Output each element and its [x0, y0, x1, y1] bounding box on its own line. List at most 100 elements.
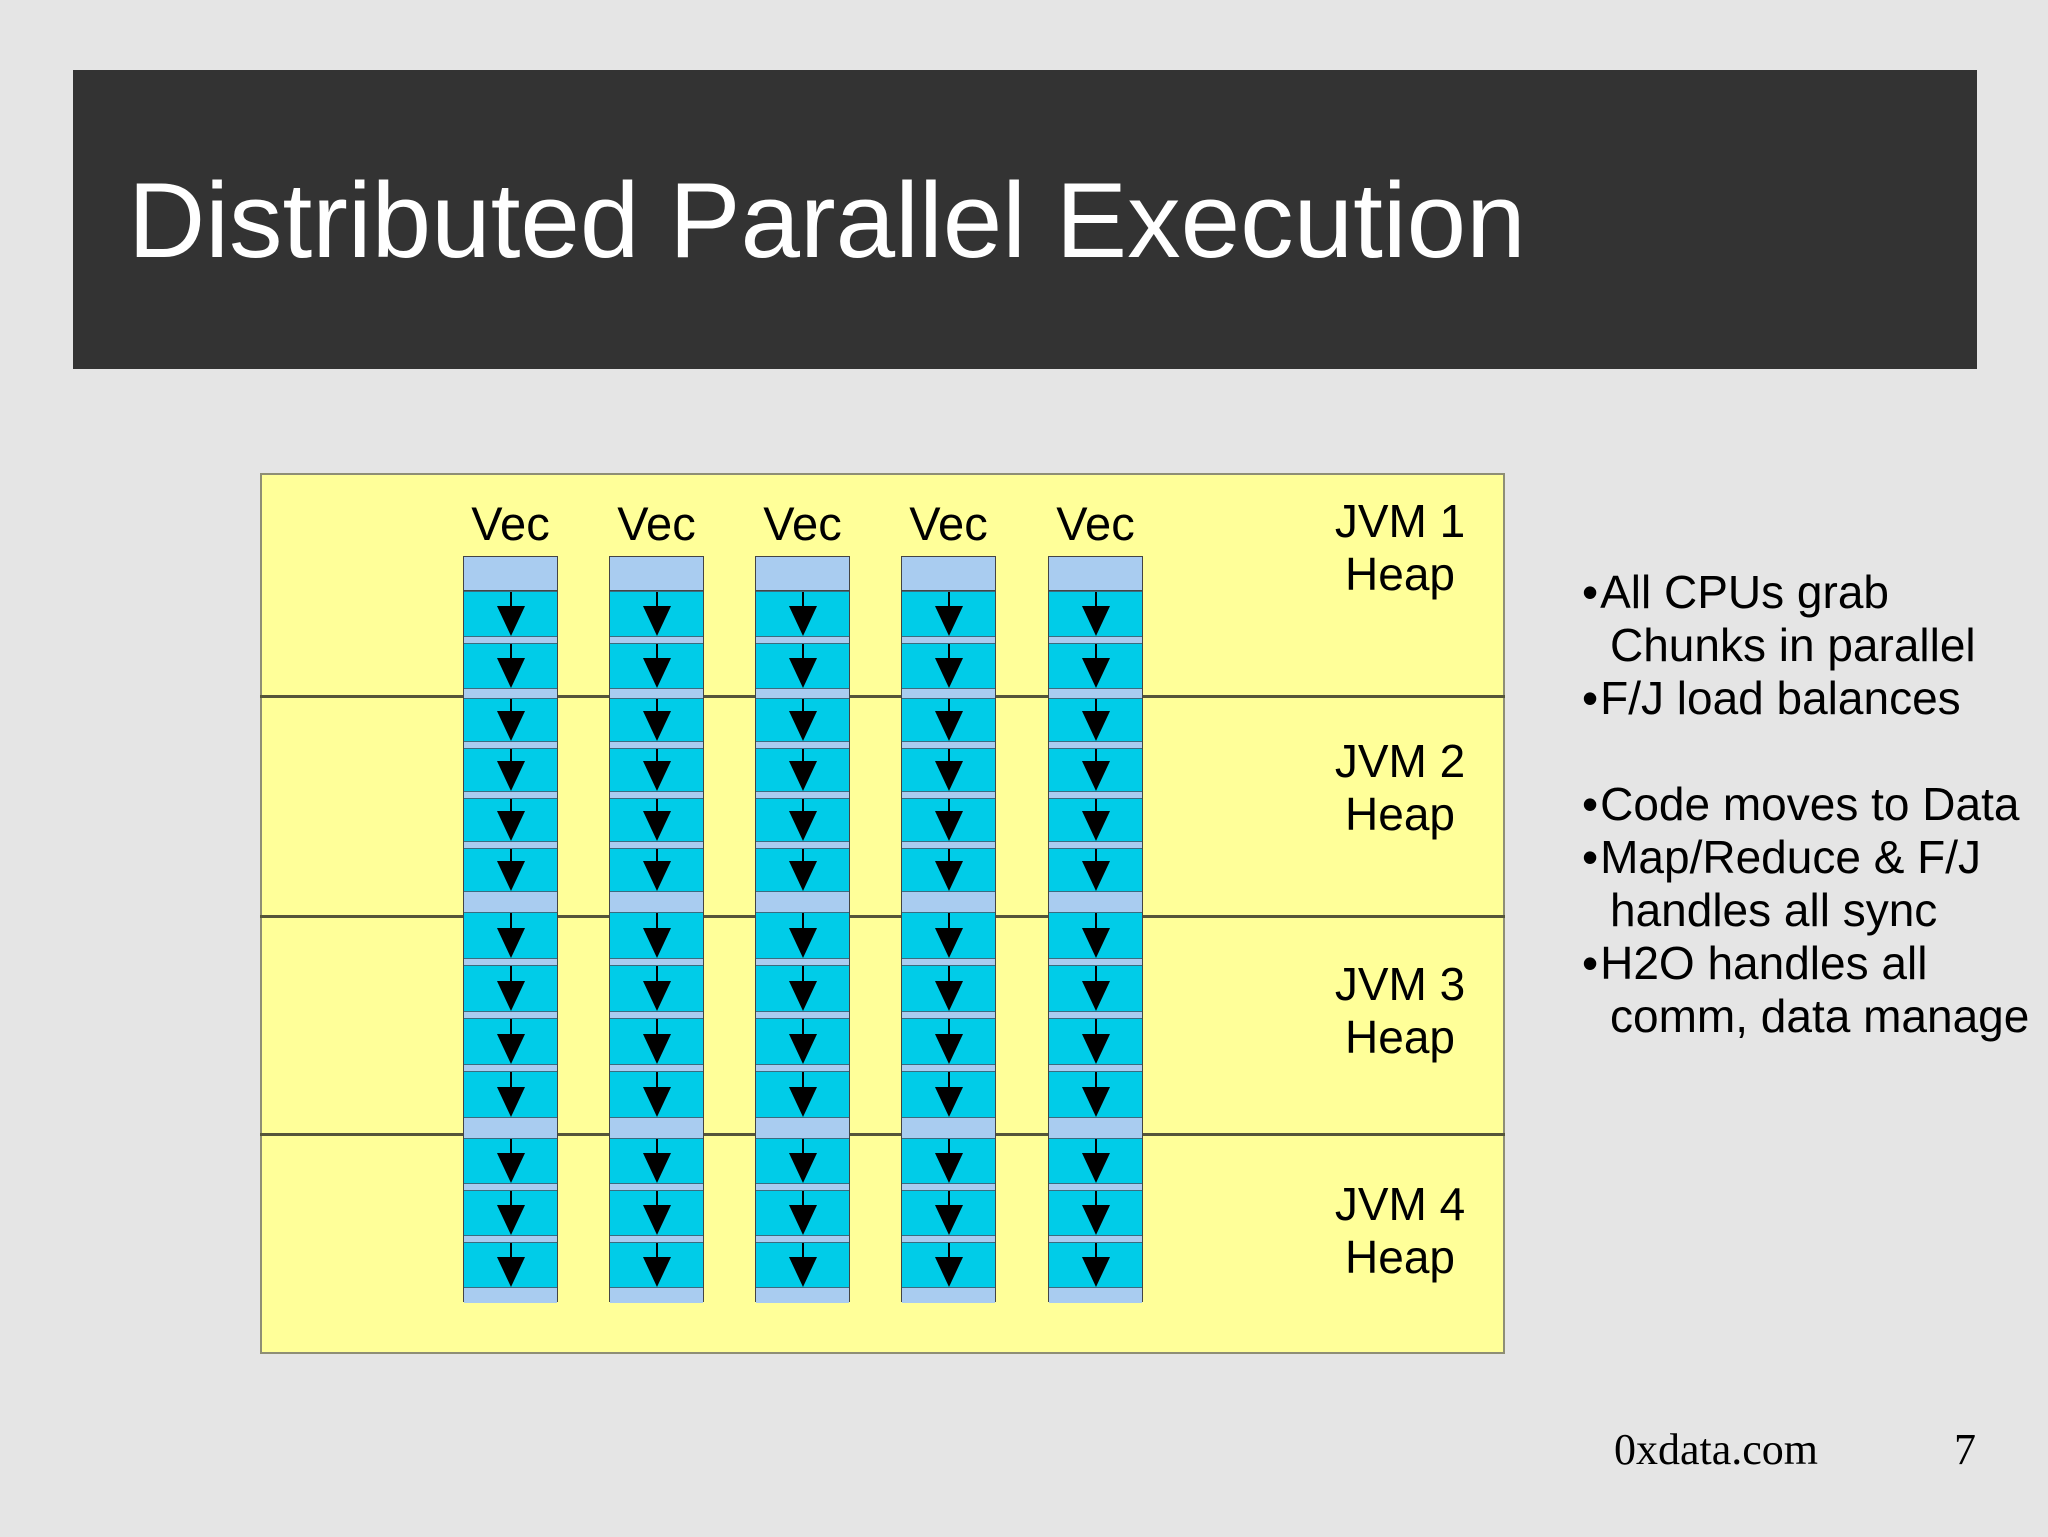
jvm-label-line: Heap: [1345, 1011, 1455, 1063]
arrow-head: [934, 658, 963, 688]
arrow-head: [642, 1257, 671, 1287]
column-footer-block: [1049, 1288, 1142, 1303]
arrow-stem: [655, 913, 658, 928]
bullet-item: •Code moves to Data: [1582, 778, 2048, 831]
arrow-head: [788, 711, 817, 741]
arrow-stem: [1094, 1072, 1097, 1087]
arrow-head: [934, 761, 963, 791]
chunk-separator: [610, 637, 703, 643]
arrow-stem: [655, 699, 658, 711]
chunk-cell: [1049, 643, 1142, 689]
bullet-text: F/J load balances: [1600, 672, 1961, 724]
column-footer-block: [756, 1288, 849, 1303]
arrow-head: [1081, 981, 1110, 1011]
arrow-stem: [947, 1191, 950, 1205]
jvm-heap-label: JVM 3 Heap: [1285, 958, 1515, 1064]
arrow-head: [788, 606, 817, 636]
vec-label: Vec: [617, 497, 696, 550]
chunk-separator: [464, 842, 557, 848]
heap-boundary-block: [902, 689, 995, 698]
chunk-separator: [610, 842, 703, 848]
arrow-head: [642, 761, 671, 791]
down-arrow-icon: [756, 592, 849, 636]
arrow-head: [934, 1257, 963, 1287]
arrow-stem: [655, 1072, 658, 1087]
chunk-cell: [610, 643, 703, 689]
arrow-head: [496, 658, 525, 688]
chunk-separator: [756, 1012, 849, 1018]
arrow-stem: [1094, 1191, 1097, 1205]
arrow-stem: [947, 1243, 950, 1257]
chunk-separator: [464, 959, 557, 965]
chunk-separator: [464, 1184, 557, 1190]
chunk-separator: [464, 742, 557, 748]
chunk-separator: [902, 1184, 995, 1190]
vec-column: [1048, 556, 1143, 1303]
bullet-line: handles all sync: [1582, 884, 2048, 937]
arrow-head: [788, 1034, 817, 1064]
down-arrow-icon: [464, 699, 557, 741]
chunk-cell: [1049, 912, 1142, 959]
arrow-stem: [509, 1139, 512, 1153]
arrow-head: [788, 811, 817, 841]
chunk-cell: [902, 643, 995, 689]
bullet-text: handles all sync: [1610, 884, 1938, 936]
arrow-head: [642, 606, 671, 636]
down-arrow-icon: [1049, 966, 1142, 1011]
column-header: [464, 557, 557, 591]
chunk-cell: [902, 1071, 995, 1118]
jvm-label-line: JVM 3: [1334, 958, 1466, 1010]
arrow-stem: [1094, 849, 1097, 861]
chunk-cell: [1049, 798, 1142, 842]
chunk-cell: [464, 698, 557, 742]
arrow-stem: [801, 1072, 804, 1087]
title-banner: Distributed Parallel Execution: [73, 70, 1977, 369]
down-arrow-icon: [464, 1072, 557, 1117]
bullet-text: All CPUs grab: [1600, 566, 1889, 618]
arrow-stem: [801, 644, 804, 658]
down-arrow-icon: [902, 592, 995, 636]
down-arrow-icon: [464, 966, 557, 1011]
arrow-stem: [1094, 699, 1097, 711]
arrow-head: [496, 861, 525, 891]
jvm-label-line: JVM 1: [1334, 495, 1466, 547]
jvm-heap-label: JVM 2 Heap: [1285, 735, 1515, 841]
arrow-stem: [509, 1072, 512, 1087]
chunk-cell: [902, 912, 995, 959]
column-footer-block: [464, 1288, 557, 1303]
down-arrow-icon: [610, 592, 703, 636]
bullet-list: •All CPUs grab Chunks in parallel •F/J loa…: [1582, 566, 2048, 1043]
arrow-head: [642, 711, 671, 741]
arrow-head: [1081, 711, 1110, 741]
down-arrow-icon: [1049, 699, 1142, 741]
down-arrow-icon: [756, 799, 849, 841]
vec-column: [901, 556, 996, 1303]
jvm-heap-label: JVM 4 Heap: [1285, 1178, 1515, 1284]
chunk-cell: [464, 1071, 557, 1118]
chunk-cell: [464, 1138, 557, 1184]
arrow-stem: [1094, 799, 1097, 811]
arrow-stem: [801, 749, 804, 761]
chunk-separator: [756, 1236, 849, 1242]
down-arrow-icon: [464, 592, 557, 636]
arrow-head: [934, 1205, 963, 1235]
arrow-head: [788, 1087, 817, 1117]
arrow-stem: [1094, 966, 1097, 981]
arrow-head: [642, 1087, 671, 1117]
down-arrow-icon: [1049, 849, 1142, 891]
arrow-stem: [509, 644, 512, 658]
arrow-stem: [1094, 913, 1097, 928]
arrow-stem: [801, 592, 804, 606]
chunk-separator: [610, 1236, 703, 1242]
arrow-stem: [655, 1139, 658, 1153]
arrow-stem: [509, 799, 512, 811]
chunk-separator: [1049, 959, 1142, 965]
chunk-separator: [1049, 637, 1142, 643]
arrow-stem: [801, 1139, 804, 1153]
down-arrow-icon: [902, 913, 995, 958]
arrow-head: [934, 1087, 963, 1117]
chunk-separator: [1049, 792, 1142, 798]
chunk-cell: [902, 1190, 995, 1236]
arrow-stem: [1094, 644, 1097, 658]
arrow-head: [934, 711, 963, 741]
